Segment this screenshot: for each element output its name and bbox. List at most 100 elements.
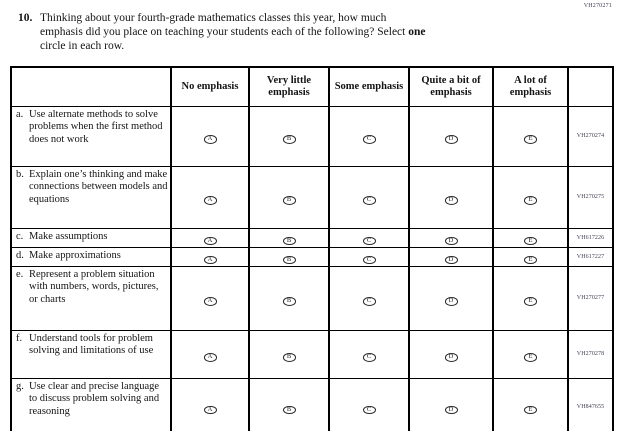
emphasis-matrix-table: No emphasis Very little emphasis Some em… (10, 66, 614, 431)
row-letter: e. (16, 268, 24, 280)
answer-oval-e[interactable]: E (524, 353, 537, 362)
row-label-cell: a. Use alternate methods to solve proble… (10, 105, 172, 167)
answer-oval-c[interactable]: C (362, 236, 376, 245)
answer-oval-a[interactable]: A (203, 236, 217, 245)
answer-oval-a[interactable]: A (203, 297, 217, 306)
answer-oval-b[interactable]: B (282, 135, 296, 144)
table-row-b: b. Explain one’s thinking and make conne… (10, 165, 614, 229)
option-cell: E (492, 265, 569, 331)
row-letter: b. (16, 168, 24, 180)
row-label: Use alternate methods to solve problems … (29, 108, 163, 145)
option-cell: D (408, 329, 494, 379)
answer-oval-c[interactable]: C (362, 297, 376, 306)
option-cell: A (170, 246, 250, 267)
option-cell: D (408, 165, 494, 229)
answer-oval-d[interactable]: D (444, 135, 458, 144)
row-label: Use clear and precise language to discus… (29, 380, 160, 417)
answer-oval-d[interactable]: D (444, 196, 458, 205)
answer-oval-d[interactable]: D (444, 405, 458, 415)
answer-oval-a[interactable]: A (203, 405, 217, 415)
option-cell: E (492, 105, 569, 167)
answer-oval-b[interactable]: B (282, 236, 296, 245)
answer-oval-a[interactable]: A (203, 135, 217, 144)
row-code: VH270274 (567, 105, 614, 167)
row-label-cell: b. Explain one’s thinking and make conne… (10, 165, 172, 229)
page-accession-code: VH270271 (583, 3, 612, 9)
option-cell: E (492, 165, 569, 229)
corner-cell (10, 66, 172, 107)
answer-oval-e[interactable]: E (524, 135, 537, 144)
option-cell: E (492, 377, 569, 431)
table-row-a: a. Use alternate methods to solve proble… (10, 105, 614, 167)
option-cell: B (248, 227, 330, 248)
option-cell: E (492, 329, 569, 379)
row-label-cell: g. Use clear and precise language to dis… (10, 377, 172, 431)
option-cell: A (170, 227, 250, 248)
answer-oval-e[interactable]: E (524, 196, 537, 205)
row-label: Make assumptions (29, 230, 108, 242)
option-cell: D (408, 265, 494, 331)
answer-oval-b[interactable]: B (282, 297, 296, 306)
row-code: VH847655 (567, 377, 614, 431)
answer-oval-e[interactable]: E (524, 255, 537, 264)
row-letter: a. (16, 108, 24, 120)
option-cell: C (328, 227, 410, 248)
option-cell: D (408, 105, 494, 167)
answer-oval-c[interactable]: C (362, 135, 376, 144)
answer-oval-a[interactable]: A (203, 196, 217, 205)
question-bold-word: one (408, 26, 426, 38)
answer-oval-a[interactable]: A (203, 353, 217, 362)
option-cell: C (328, 265, 410, 331)
row-label-cell: c. Make assumptions (10, 227, 172, 248)
answer-oval-a[interactable]: A (203, 255, 217, 264)
row-code: VH270275 (567, 165, 614, 229)
answer-oval-b[interactable]: B (282, 353, 296, 362)
option-cell: B (248, 105, 330, 167)
answer-oval-d[interactable]: D (444, 255, 458, 264)
option-cell: D (408, 377, 494, 431)
answer-oval-c[interactable]: C (362, 353, 376, 362)
option-cell: C (328, 246, 410, 267)
answer-oval-d[interactable]: D (444, 236, 458, 245)
option-cell: C (328, 105, 410, 167)
question-line-1: Thinking about your fourth-grade mathema… (40, 12, 387, 24)
table-row-f: f. Understand tools for problem solving … (10, 329, 614, 379)
option-cell: B (248, 329, 330, 379)
row-label-cell: f. Understand tools for problem solving … (10, 329, 172, 379)
option-cell: D (408, 246, 494, 267)
answer-oval-b[interactable]: B (282, 196, 296, 205)
question-line-3: circle in each row. (40, 40, 125, 52)
answer-oval-d[interactable]: D (444, 353, 458, 362)
table-row-e: e. Represent a problem situation with nu… (10, 265, 614, 331)
row-letter: f. (16, 332, 23, 344)
question-line-2: emphasis did you place on teaching your … (40, 26, 409, 38)
option-cell: C (328, 329, 410, 379)
table-row-c: c. Make assumptions A B C D E VH617226 (10, 227, 614, 248)
option-cell: E (492, 246, 569, 267)
answer-oval-d[interactable]: D (444, 297, 458, 306)
option-cell: A (170, 265, 250, 331)
option-cell: C (328, 377, 410, 431)
row-label: Explain one’s thinking and make connecti… (29, 168, 168, 205)
table-header-row: No emphasis Very little emphasis Some em… (10, 66, 614, 107)
answer-oval-b[interactable]: B (282, 255, 296, 264)
option-cell: B (248, 377, 330, 431)
answer-oval-b[interactable]: B (282, 405, 296, 415)
option-cell: A (170, 165, 250, 229)
answer-oval-e[interactable]: E (524, 236, 537, 245)
option-cell: A (170, 377, 250, 431)
option-cell: B (248, 265, 330, 331)
answer-oval-e[interactable]: E (524, 297, 537, 306)
answer-oval-e[interactable]: E (524, 405, 537, 415)
answer-oval-c[interactable]: C (362, 255, 376, 264)
answer-oval-c[interactable]: C (362, 196, 376, 205)
row-label-cell: d. Make approximations (10, 246, 172, 267)
row-letter: d. (16, 249, 24, 261)
row-code: VH617226 (567, 227, 614, 248)
answer-oval-c[interactable]: C (362, 405, 376, 415)
row-code: VH270278 (567, 329, 614, 379)
option-cell: A (170, 105, 250, 167)
option-cell: B (248, 246, 330, 267)
column-header-some: Some emphasis (328, 66, 410, 107)
